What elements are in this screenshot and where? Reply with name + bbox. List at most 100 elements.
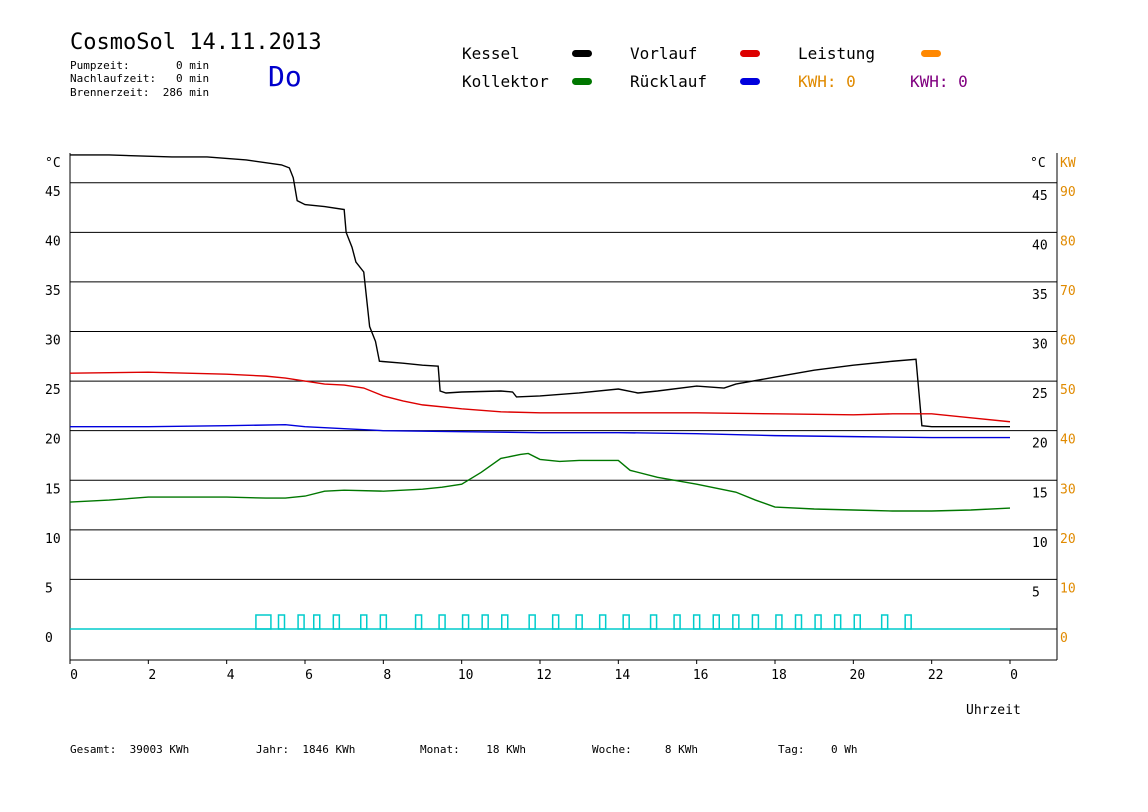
pump-cycle-mark [379, 614, 388, 630]
y-tick-kw: 50 [1060, 383, 1076, 398]
y-tick-left: 20 [45, 433, 61, 448]
legend-ruecklauf-swatch [740, 78, 760, 85]
pump-cycle-mark [255, 614, 272, 630]
legend-leistung-label: Leistung [798, 44, 876, 63]
pump-cycle-mark [814, 614, 822, 630]
pump-cycle-mark [501, 614, 509, 630]
y-axis-unit-kw: KW [1060, 156, 1076, 171]
legend-leistung-swatch [921, 50, 941, 57]
y-tick-left: 30 [45, 334, 61, 349]
footer-woche: Woche: 8 KWh [592, 743, 698, 756]
pump-cycle-mark [880, 614, 889, 630]
x-tick-label: 2 [148, 668, 156, 683]
y-tick-left: 40 [45, 234, 61, 249]
y-tick-kw: 70 [1060, 284, 1076, 299]
pump-cycle-mark [775, 614, 783, 630]
pump-cycle-mark [332, 614, 341, 630]
pump-cycle-mark [528, 614, 536, 630]
x-tick-label: 22 [928, 668, 944, 683]
pump-cycle-mark [360, 614, 368, 630]
chart-title: CosmoSol 14.11.2013 [70, 30, 322, 55]
x-tick-label: 20 [850, 668, 866, 683]
y-tick-kw: 30 [1060, 482, 1076, 497]
x-tick-label: 4 [227, 668, 235, 683]
y-tick-kw: 10 [1060, 581, 1076, 596]
nachlaufzeit-text: Nachlaufzeit: 0 min [70, 72, 210, 85]
pump-cycle-mark [277, 614, 286, 630]
x-tick-label: 16 [693, 668, 709, 683]
pump-cycle-mark [551, 614, 560, 630]
pump-cycle-mark [732, 614, 740, 630]
legend-ruecklauf-label: Rücklauf [630, 72, 708, 91]
pump-cycle-mark [414, 614, 423, 630]
weekday-label: Do [268, 60, 302, 93]
pump-cycle-mark [575, 614, 583, 630]
x-axis-label: Uhrzeit [966, 703, 1021, 718]
pumpzeit-text: Pumpzeit: 0 min [70, 59, 210, 72]
series-line-vorlauf [69, 371, 1011, 423]
pump-cycle-mark [904, 614, 912, 630]
legend-kwh-solar: KWH: 0 [910, 72, 968, 91]
footer-jahr: Jahr: 1846 KWh [256, 743, 356, 756]
pump-cycle-mark [481, 614, 489, 630]
y-tick-kw: 90 [1060, 185, 1076, 200]
brennerzeit-text: Brennerzeit: 286 min [70, 86, 210, 99]
y-tick-left: 5 [45, 581, 53, 596]
x-tick-label: 10 [458, 668, 474, 683]
y-tick-right: 20 [1032, 437, 1048, 452]
y-tick-kw: 80 [1060, 234, 1076, 249]
pump-cycle-mark [692, 614, 701, 630]
pump-cycle-mark [313, 614, 321, 630]
pump-cycle-mark [438, 614, 446, 630]
pump-cycle-mark [622, 614, 630, 630]
pump-cycle-mark [712, 614, 720, 630]
pump-cycle-mark [751, 614, 760, 630]
y-tick-right: 40 [1032, 238, 1048, 253]
y-tick-right: 10 [1032, 536, 1048, 551]
pump-cycle-mark [794, 614, 803, 630]
legend-kollektor-label: Kollektor [462, 72, 549, 91]
y-tick-left: 45 [45, 185, 61, 200]
y-tick-kw: 20 [1060, 532, 1076, 547]
x-tick-label: 0 [70, 668, 78, 683]
x-tick-label: 18 [771, 668, 787, 683]
y-tick-kw: 0 [1060, 631, 1068, 646]
legend-kollektor-swatch [572, 78, 592, 85]
y-axis-unit-right: °C [1030, 156, 1046, 171]
legend-vorlauf-label: Vorlauf [630, 44, 698, 63]
y-tick-left: 0 [45, 631, 53, 646]
x-tick-label: 12 [536, 668, 552, 683]
y-tick-left: 35 [45, 284, 61, 299]
y-tick-left: 15 [45, 482, 61, 497]
pump-cycle-mark [461, 614, 470, 630]
pump-cycle-mark [673, 614, 681, 630]
footer-gesamt: Gesamt: 39003 KWh [70, 743, 190, 756]
y-tick-right: 45 [1032, 189, 1048, 204]
pump-cycle-mark [649, 614, 658, 630]
legend-kessel-swatch [572, 50, 592, 57]
y-tick-kw: 60 [1060, 334, 1076, 349]
pump-cycle-mark [853, 614, 861, 630]
y-tick-right: 30 [1032, 338, 1048, 353]
y-axis-unit-left: °C [45, 156, 61, 171]
series-line-ruecklauf [70, 424, 1010, 439]
legend-kwh-leistung: KWH: 0 [798, 72, 856, 91]
y-tick-kw: 40 [1060, 433, 1076, 448]
y-tick-right: 35 [1032, 288, 1048, 303]
footer-tag: Tag: 0 Wh [778, 743, 858, 756]
series-line-kollektor [69, 452, 1011, 512]
x-tick-label: 14 [615, 668, 631, 683]
x-tick-label: 0 [1010, 668, 1018, 683]
y-tick-right: 15 [1032, 486, 1048, 501]
x-tick-label: 8 [383, 668, 391, 683]
pump-cycle-mark [598, 614, 607, 630]
y-tick-left: 10 [45, 532, 61, 547]
series-line-kessel [70, 154, 1010, 428]
y-tick-left: 25 [45, 383, 61, 398]
x-tick-label: 6 [305, 668, 313, 683]
legend-kessel-label: Kessel [462, 44, 520, 63]
y-tick-right: 25 [1032, 387, 1048, 402]
footer-monat: Monat: 18 KWh [420, 743, 526, 756]
y-tick-right: 5 [1032, 585, 1040, 600]
